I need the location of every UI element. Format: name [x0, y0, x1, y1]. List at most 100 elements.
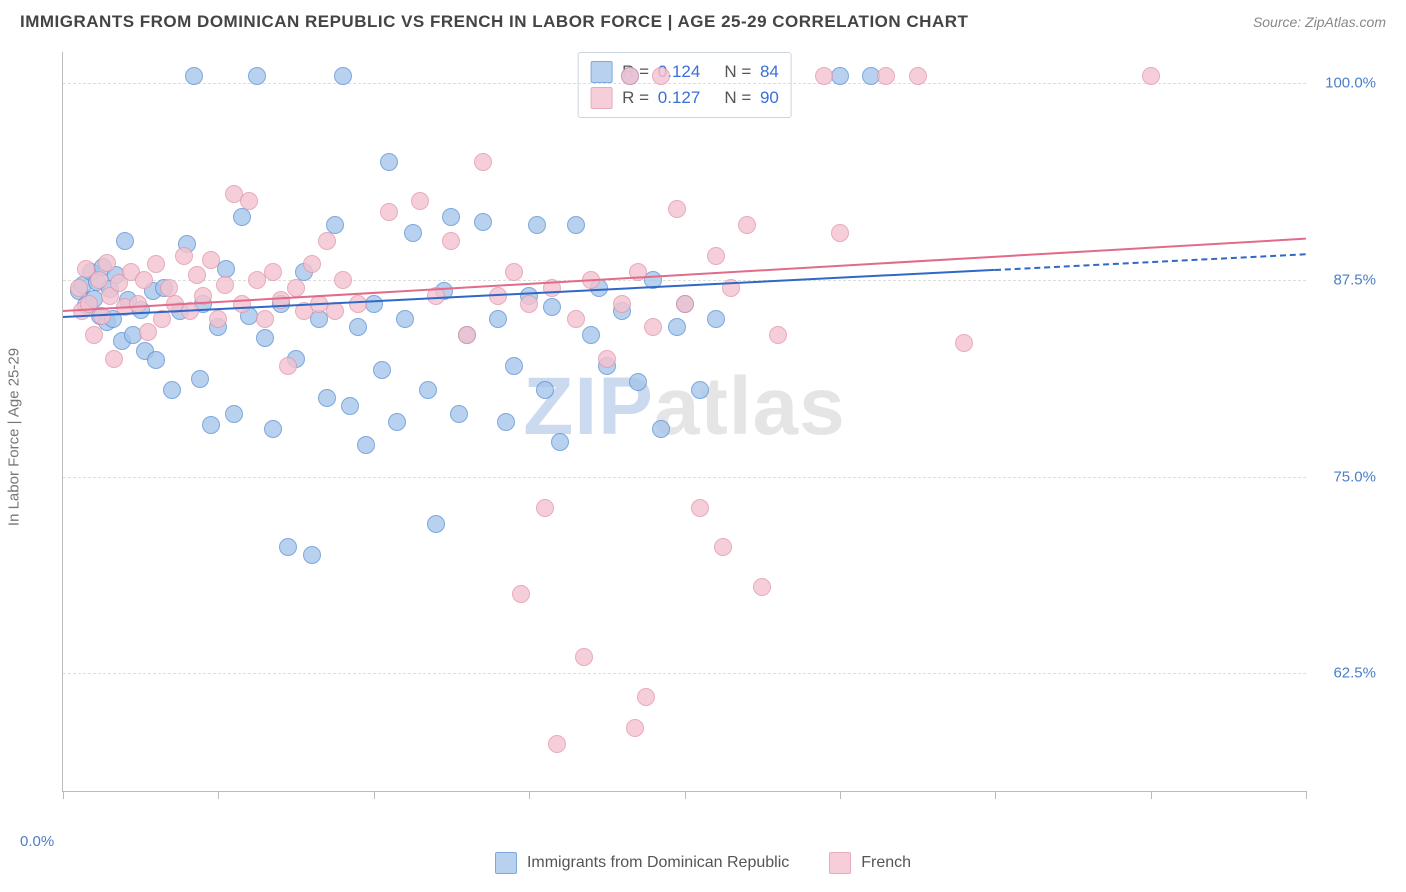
data-point	[349, 295, 367, 313]
y-tick-label: 75.0%	[1316, 468, 1376, 485]
legend-item: Immigrants from Dominican Republic	[495, 852, 789, 874]
data-point	[520, 295, 538, 313]
x-tick	[685, 791, 686, 799]
chart-title: IMMIGRANTS FROM DOMINICAN REPUBLIC VS FR…	[20, 12, 968, 32]
x-min-label: 0.0%	[20, 833, 54, 850]
legend-label: Immigrants from Dominican Republic	[527, 854, 789, 872]
data-point	[318, 389, 336, 407]
chart-source: Source: ZipAtlas.com	[1253, 14, 1386, 30]
data-point	[163, 381, 181, 399]
gridline	[63, 673, 1306, 674]
data-point	[753, 578, 771, 596]
data-point	[233, 295, 251, 313]
data-point	[458, 326, 476, 344]
y-axis-label: In Labor Force | Age 25-29	[6, 348, 23, 526]
data-point	[334, 271, 352, 289]
data-point	[98, 254, 116, 272]
data-point	[714, 538, 732, 556]
x-tick	[1306, 791, 1307, 799]
data-point	[185, 67, 203, 85]
data-point	[621, 67, 639, 85]
data-point	[769, 326, 787, 344]
data-point	[676, 295, 694, 313]
data-point	[831, 224, 849, 242]
data-point	[442, 208, 460, 226]
legend-swatch	[590, 61, 612, 83]
trend-line	[995, 253, 1306, 271]
x-tick	[218, 791, 219, 799]
watermark: ZIPatlas	[523, 360, 845, 454]
data-point	[505, 357, 523, 375]
data-point	[287, 279, 305, 297]
x-tick	[374, 791, 375, 799]
data-point	[474, 153, 492, 171]
data-point	[341, 397, 359, 415]
legend-item: French	[829, 852, 911, 874]
data-point	[90, 271, 108, 289]
data-point	[191, 370, 209, 388]
data-point	[264, 420, 282, 438]
y-tick-label: 62.5%	[1316, 665, 1376, 682]
data-point	[209, 310, 227, 328]
data-point	[567, 216, 585, 234]
data-point	[419, 381, 437, 399]
data-point	[955, 334, 973, 352]
legend-swatch	[829, 852, 851, 874]
data-point	[691, 499, 709, 517]
data-point	[147, 351, 165, 369]
data-point	[536, 381, 554, 399]
data-point	[105, 350, 123, 368]
data-point	[188, 266, 206, 284]
y-tick-label: 100.0%	[1316, 75, 1376, 92]
correlation-legend: R = 0.124N = 84R = 0.127N = 90	[577, 52, 792, 118]
data-point	[626, 719, 644, 737]
data-point	[613, 295, 631, 313]
data-point	[70, 279, 88, 297]
x-tick	[840, 791, 841, 799]
data-point	[548, 735, 566, 753]
data-point	[233, 208, 251, 226]
data-point	[279, 538, 297, 556]
data-point	[248, 67, 266, 85]
data-point	[707, 310, 725, 328]
x-tick	[1151, 791, 1152, 799]
data-point	[303, 255, 321, 273]
x-tick	[995, 791, 996, 799]
data-point	[349, 318, 367, 336]
data-point	[512, 585, 530, 603]
data-point	[396, 310, 414, 328]
data-point	[738, 216, 756, 234]
data-point	[877, 67, 895, 85]
data-point	[543, 298, 561, 316]
data-point	[567, 310, 585, 328]
data-point	[551, 433, 569, 451]
source-name: ZipAtlas.com	[1305, 14, 1386, 30]
x-tick	[63, 791, 64, 799]
y-tick-label: 87.5%	[1316, 271, 1376, 288]
x-tick	[529, 791, 530, 799]
legend-n-label: N = 84	[724, 62, 779, 82]
data-point	[450, 405, 468, 423]
data-point	[373, 361, 391, 379]
data-point	[380, 153, 398, 171]
series-legend: Immigrants from Dominican Republic French	[0, 852, 1406, 874]
data-point	[497, 413, 515, 431]
data-point	[404, 224, 422, 242]
data-point	[256, 310, 274, 328]
data-point	[442, 232, 460, 250]
legend-r-label: R = 0.127	[622, 88, 700, 108]
legend-swatch	[495, 852, 517, 874]
data-point	[815, 67, 833, 85]
legend-row: R = 0.127N = 90	[590, 85, 779, 111]
chart-header: IMMIGRANTS FROM DOMINICAN REPUBLIC VS FR…	[0, 0, 1406, 40]
data-point	[388, 413, 406, 431]
data-point	[528, 216, 546, 234]
source-prefix: Source:	[1253, 14, 1305, 30]
data-point	[175, 247, 193, 265]
data-point	[644, 318, 662, 336]
chart-area: In Labor Force | Age 25-29 ZIPatlas R = …	[20, 52, 1386, 822]
gridline	[63, 83, 1306, 84]
legend-row: R = 0.124N = 84	[590, 59, 779, 85]
data-point	[147, 255, 165, 273]
data-point	[668, 200, 686, 218]
